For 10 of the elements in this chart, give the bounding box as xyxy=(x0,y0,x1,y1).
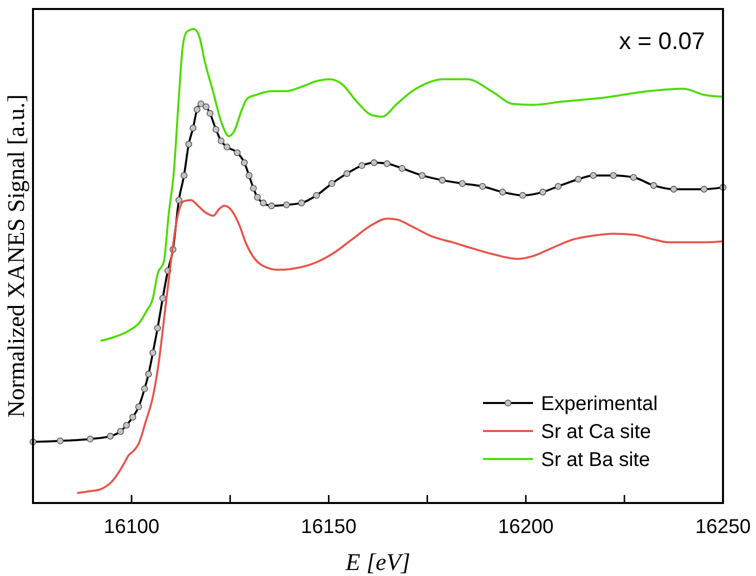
x-axis-title: E [eV] xyxy=(344,550,410,576)
annotation: x = 0.07 xyxy=(618,28,705,55)
x-tick-label: 16150 xyxy=(300,516,357,538)
x-tick-label: 16200 xyxy=(498,516,554,538)
legend-label: Sr at Ba site xyxy=(541,449,650,471)
x-tick-label: 16100 xyxy=(104,516,160,538)
x-tick-label: 16250 xyxy=(695,516,751,538)
y-axis-title: Normalized XANES Signal [a.u.] xyxy=(4,94,30,418)
legend-label: Sr at Ca site xyxy=(541,421,652,443)
legend-label: Experimental xyxy=(541,393,658,415)
